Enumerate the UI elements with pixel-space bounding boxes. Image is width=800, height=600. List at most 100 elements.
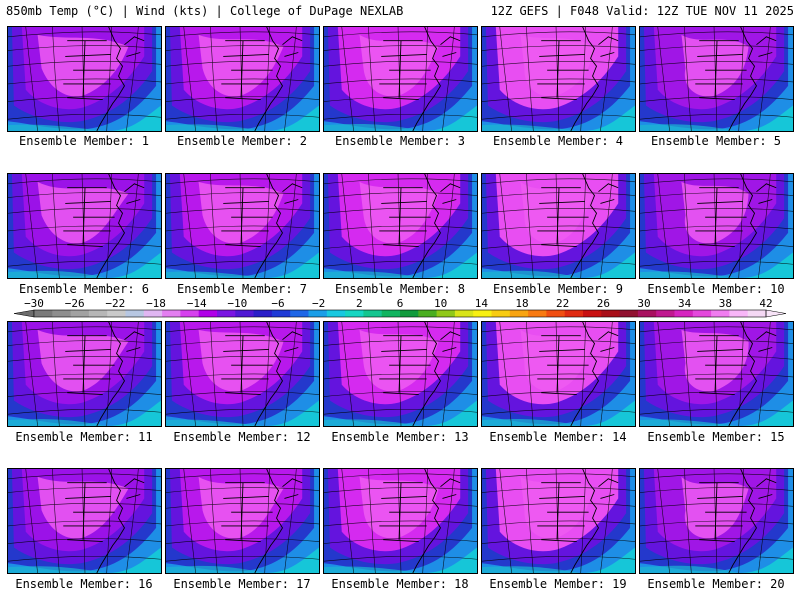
- colorbar-segment: [400, 310, 419, 317]
- colorbar-tick-label: 30: [637, 297, 650, 310]
- colorbar-segment: [711, 310, 730, 317]
- ensemble-member-map: [481, 321, 636, 427]
- colorbar-segment: [199, 310, 218, 317]
- colorbar-segment: [327, 310, 346, 317]
- map-panel-svg: [640, 174, 793, 278]
- ensemble-member-label: Ensemble Member: 19: [479, 577, 637, 591]
- ensemble-member-label: Ensemble Member: 4: [479, 134, 637, 148]
- colorbar-segment: [620, 310, 639, 317]
- colorbar-segment: [52, 310, 71, 317]
- colorbar-segment: [455, 310, 474, 317]
- ensemble-member-map: [7, 468, 162, 574]
- ensemble-member-label: Ensemble Member: 1: [5, 134, 163, 148]
- map-panel-svg: [166, 322, 319, 426]
- colorbar-tick-label: −6: [271, 297, 284, 310]
- colorbar-tick-label: −22: [105, 297, 125, 310]
- map-panel-svg: [8, 322, 161, 426]
- ensemble-member-map: [165, 26, 320, 132]
- ensemble-member-map: [323, 173, 478, 279]
- ensemble-member-label: Ensemble Member: 8: [321, 282, 479, 296]
- ensemble-member-map: [165, 468, 320, 574]
- chart-title: 850mb Temp (°C) | Wind (kts) | College o…: [6, 4, 403, 18]
- colorbar-segment: [235, 310, 254, 317]
- colorbar-tick-label: 18: [515, 297, 528, 310]
- colorbar-segment: [473, 310, 492, 317]
- ensemble-member-map: [481, 173, 636, 279]
- ensemble-member-label: Ensemble Member: 11: [5, 430, 163, 444]
- ensemble-member-map: [639, 468, 794, 574]
- colorbar-tick-label: −18: [146, 297, 166, 310]
- ensemble-member-map: [323, 26, 478, 132]
- colorbar-tick-label: −14: [187, 297, 207, 310]
- colorbar-segment: [729, 310, 748, 317]
- ensemble-member-label: Ensemble Member: 13: [321, 430, 479, 444]
- map-panel-svg: [640, 27, 793, 131]
- map-panel-svg: [166, 469, 319, 573]
- colorbar-segment: [309, 310, 328, 317]
- ensemble-member-map: [481, 26, 636, 132]
- map-panel-svg: [640, 322, 793, 426]
- ensemble-member-map: [481, 468, 636, 574]
- colorbar-segment: [748, 310, 767, 317]
- ensemble-member-label: Ensemble Member: 18: [321, 577, 479, 591]
- colorbar-segment: [601, 310, 620, 317]
- map-panel-svg: [324, 469, 477, 573]
- ensemble-member-map: [639, 321, 794, 427]
- ensemble-member-map: [7, 26, 162, 132]
- colorbar-tick-label: −10: [227, 297, 247, 310]
- ensemble-member-label: Ensemble Member: 3: [321, 134, 479, 148]
- ensemble-member-label: Ensemble Member: 10: [637, 282, 795, 296]
- map-panel-svg: [640, 469, 793, 573]
- colorbar-segment: [71, 310, 90, 317]
- ensemble-member-map: [7, 321, 162, 427]
- ensemble-member-label: Ensemble Member: 9: [479, 282, 637, 296]
- map-panel-svg: [482, 322, 635, 426]
- ensemble-member-label: Ensemble Member: 7: [163, 282, 321, 296]
- colorbar-tick-label: 42: [759, 297, 772, 310]
- colorbar-segment: [693, 310, 712, 317]
- ensemble-member-map: [165, 321, 320, 427]
- colorbar-segment: [34, 310, 53, 317]
- ensemble-member-label: Ensemble Member: 12: [163, 430, 321, 444]
- ensemble-member-label: Ensemble Member: 2: [163, 134, 321, 148]
- ensemble-member-map: [639, 173, 794, 279]
- map-panel-svg: [8, 469, 161, 573]
- ensemble-member-label: Ensemble Member: 20: [637, 577, 795, 591]
- colorbar-segment: [254, 310, 273, 317]
- ensemble-member-map: [7, 173, 162, 279]
- ensemble-member-label: Ensemble Member: 5: [637, 134, 795, 148]
- ensemble-member-label: Ensemble Member: 14: [479, 430, 637, 444]
- colorbar-left-arrow: [14, 310, 34, 317]
- colorbar-tick-label: 10: [434, 297, 447, 310]
- map-panel-svg: [324, 27, 477, 131]
- colorbar-segment: [180, 310, 199, 317]
- colorbar-segment: [290, 310, 309, 317]
- map-panel-svg: [324, 322, 477, 426]
- ensemble-member-label: Ensemble Member: 17: [163, 577, 321, 591]
- colorbar-tick-label: 2: [356, 297, 363, 310]
- colorbar-tick-label: −26: [65, 297, 85, 310]
- map-panel-svg: [482, 469, 635, 573]
- colorbar-segment: [217, 310, 236, 317]
- ensemble-member-map: [165, 173, 320, 279]
- colorbar-segment: [418, 310, 437, 317]
- colorbar-svg: −30 −26 −22 −18 −14 −10 −6 −2 2 6 10 14 18 22 26 30 34 38…: [0, 296, 800, 320]
- ensemble-member-label: Ensemble Member: 6: [5, 282, 163, 296]
- colorbar-segment: [510, 310, 529, 317]
- colorbar-tick-label: 22: [556, 297, 569, 310]
- colorbar-segment: [363, 310, 382, 317]
- colorbar-segment: [565, 310, 584, 317]
- temperature-colorbar: −30 −26 −22 −18 −14 −10 −6 −2 2 6 10 14 18 22 26 30 34 38…: [0, 296, 800, 320]
- colorbar-segment: [675, 310, 694, 317]
- map-panel-svg: [166, 174, 319, 278]
- colorbar-segment: [144, 310, 163, 317]
- colorbar-right-arrow: [766, 310, 786, 317]
- colorbar-segment: [437, 310, 456, 317]
- map-panel-svg: [8, 27, 161, 131]
- map-panel-svg: [482, 174, 635, 278]
- colorbar-tick-label: 34: [678, 297, 692, 310]
- ensemble-member-map: [639, 26, 794, 132]
- ensemble-member-label: Ensemble Member: 15: [637, 430, 795, 444]
- map-panel-svg: [166, 27, 319, 131]
- ensemble-member-map: [323, 468, 478, 574]
